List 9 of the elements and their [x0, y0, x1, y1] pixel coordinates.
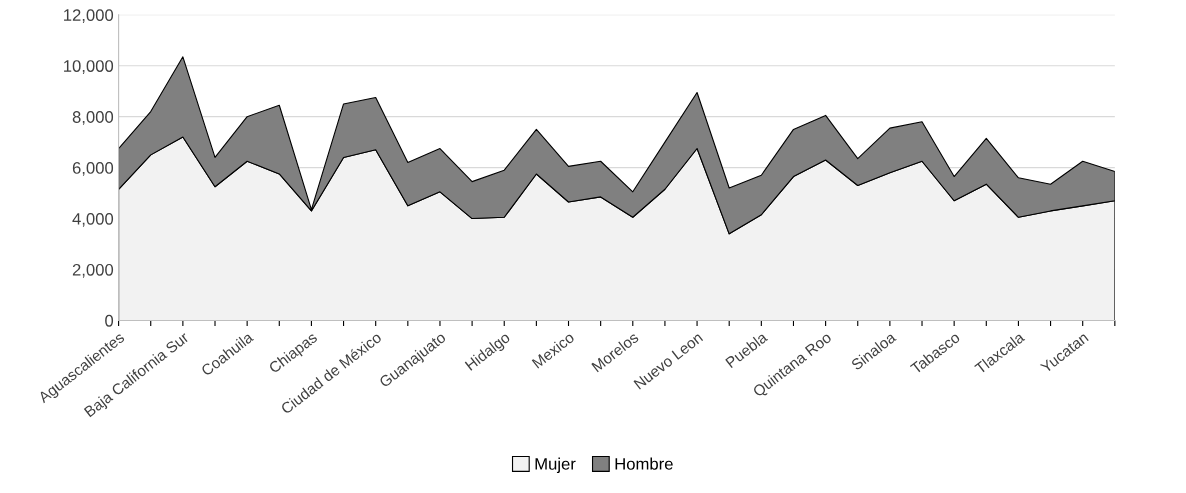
y-tick-label: 2,000	[72, 263, 114, 278]
y-tick-label: 0	[105, 314, 114, 327]
y-tick-label: 12,000	[64, 9, 114, 23]
y-tick-label: 8,000	[72, 111, 114, 125]
legend-label: Hombre	[615, 457, 673, 470]
legend-label: Mujer	[535, 457, 576, 474]
y-tick-label: 10,000	[64, 60, 114, 74]
y-tick-label: 6,000	[72, 162, 114, 176]
y-tick-label: 4,000	[72, 212, 114, 227]
